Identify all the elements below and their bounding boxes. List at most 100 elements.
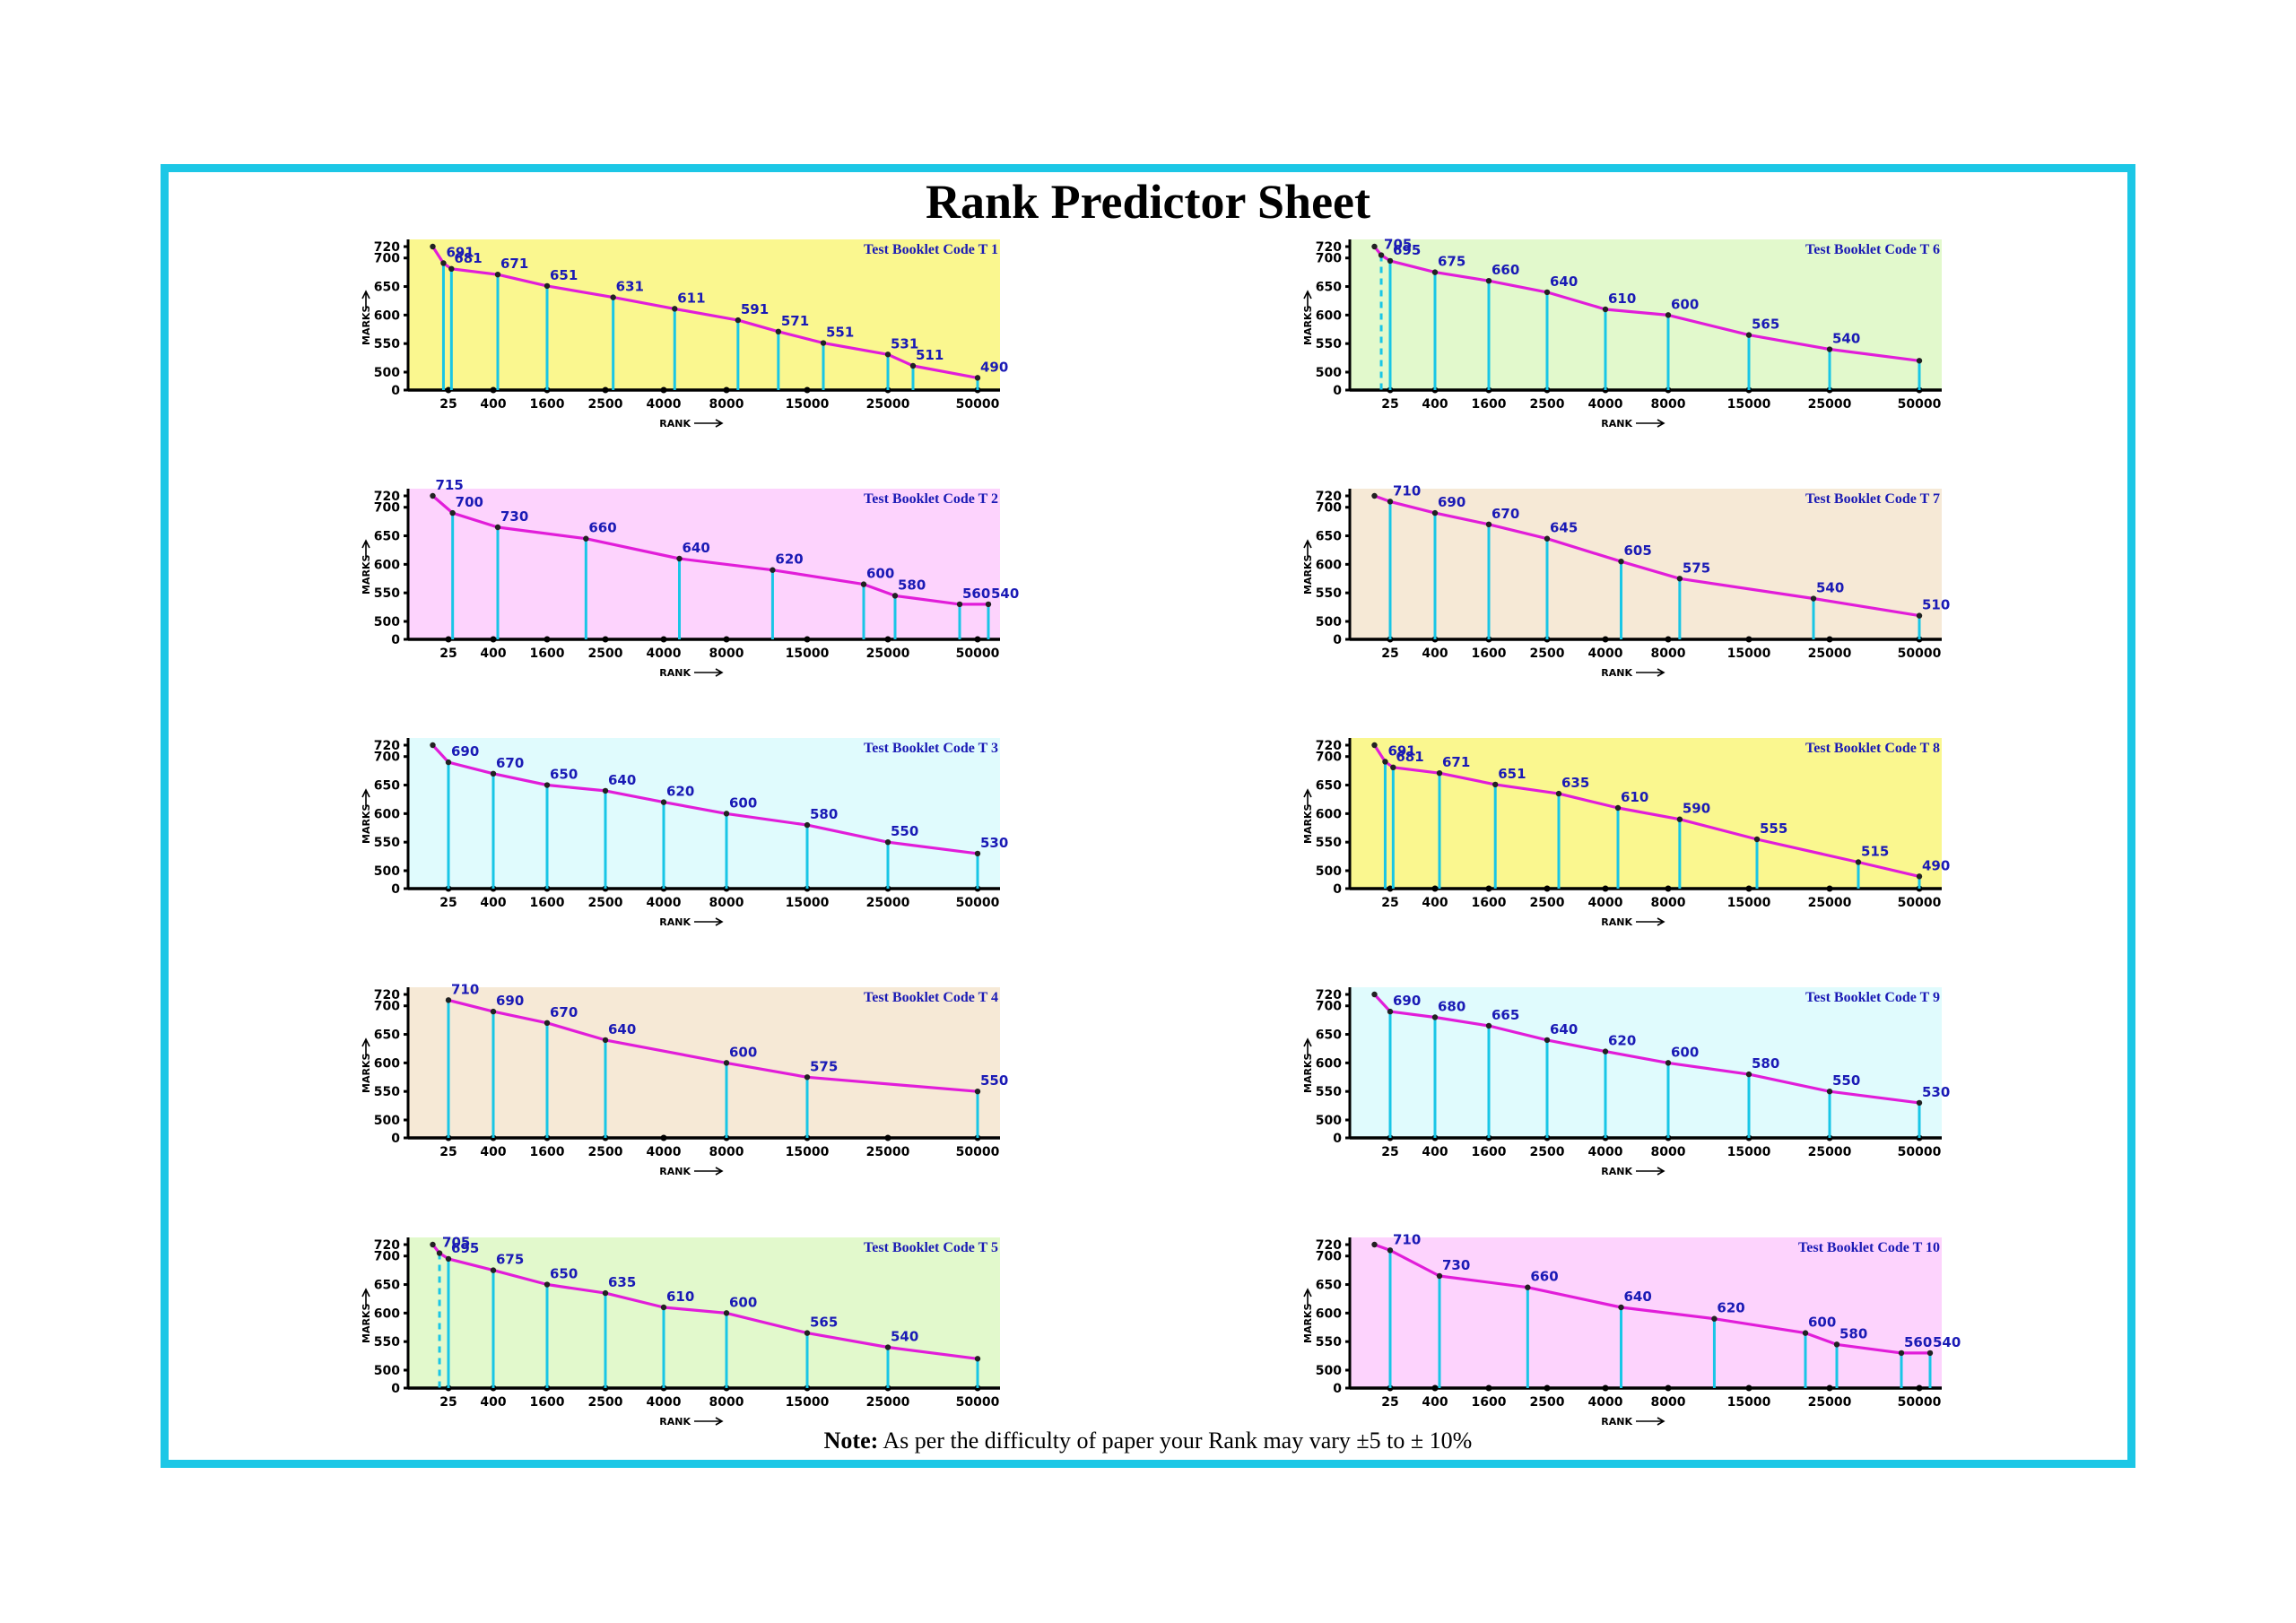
data-point — [974, 850, 981, 857]
data-label: 575 — [1683, 560, 1710, 576]
data-label: 670 — [1492, 506, 1519, 522]
data-point — [974, 375, 981, 381]
x-tick — [974, 636, 981, 643]
data-point — [1431, 269, 1439, 275]
data-label: 530 — [1922, 1084, 1950, 1100]
chart-title: Test Booklet Code T 5 — [864, 1240, 998, 1255]
plot-background — [1350, 489, 1942, 639]
y-tick-label: 0 — [1333, 882, 1342, 897]
x-tick — [1745, 885, 1752, 892]
x-tick-label: 4000 — [647, 1395, 682, 1410]
data-label: 600 — [729, 1044, 757, 1060]
data-label: 510 — [1922, 597, 1950, 613]
x-tick-label: 15000 — [1727, 647, 1771, 661]
y-tick-label: 720 — [374, 490, 400, 504]
data-label: 620 — [1608, 1033, 1636, 1049]
x-tick-label: 400 — [480, 1145, 506, 1159]
note-text: As per the difficulty of paper your Rank… — [883, 1428, 1473, 1454]
data-point — [430, 243, 436, 250]
data-point — [610, 294, 616, 300]
x-tick — [660, 636, 667, 643]
y-tick-label: 700 — [1316, 1000, 1342, 1014]
x-tick-label: 8000 — [1651, 397, 1686, 412]
y-tick-label: 700 — [374, 501, 400, 516]
data-label: 651 — [550, 267, 578, 283]
data-label: 665 — [1492, 1007, 1519, 1023]
x-axis-arrow — [1636, 1167, 1665, 1176]
x-tick — [723, 636, 730, 643]
data-point — [974, 1088, 981, 1095]
y-tick-label: 500 — [1316, 615, 1342, 629]
data-label: 540 — [1832, 331, 1860, 347]
data-label: 560 — [962, 586, 990, 602]
data-point — [660, 1304, 667, 1311]
data-label: 640 — [608, 772, 636, 788]
data-label: 600 — [866, 566, 894, 582]
x-tick — [1602, 1384, 1609, 1392]
x-axis-title: RANK — [1601, 1416, 1632, 1428]
y-tick-label: 650 — [374, 779, 400, 794]
x-tick-label: 15000 — [786, 1395, 830, 1410]
data-point — [1826, 1088, 1833, 1095]
x-tick-label: 15000 — [1727, 397, 1771, 412]
chart-title: Test Booklet Code T 1 — [864, 242, 998, 257]
x-tick-label: 15000 — [786, 397, 830, 412]
data-point — [1371, 492, 1378, 499]
x-tick-label: 8000 — [1651, 1145, 1686, 1159]
data-point — [1745, 1071, 1752, 1078]
x-tick — [1665, 636, 1672, 643]
x-tick — [884, 1134, 891, 1141]
x-tick-label: 15000 — [1727, 896, 1771, 910]
data-label: 490 — [1922, 857, 1950, 873]
data-point — [672, 306, 678, 312]
data-point — [1602, 1048, 1609, 1055]
data-label: 710 — [1393, 482, 1421, 499]
data-label: 695 — [1393, 242, 1421, 258]
y-tick-label: 720 — [1316, 240, 1342, 255]
data-label: 511 — [916, 347, 944, 363]
x-tick-label: 50000 — [1898, 1395, 1942, 1410]
y-axis-title: MARKS — [1302, 555, 1314, 595]
x-tick-label: 25000 — [1808, 1145, 1852, 1159]
x-tick-label: 25000 — [866, 1145, 910, 1159]
y-axis-title: MARKS — [1302, 1054, 1314, 1093]
x-tick — [1665, 1384, 1672, 1392]
data-label: 660 — [1530, 1269, 1558, 1285]
data-point — [544, 782, 551, 788]
x-tick-label: 400 — [1422, 647, 1448, 661]
y-axis-arrow — [1303, 788, 1312, 806]
data-label: 640 — [608, 1021, 636, 1037]
y-tick-label: 600 — [374, 1056, 400, 1071]
x-tick-label: 25 — [1381, 1145, 1398, 1159]
x-tick-label: 400 — [480, 397, 506, 412]
data-label: 620 — [775, 551, 803, 568]
data-point — [1833, 1341, 1840, 1348]
x-tick-label: 400 — [1422, 1145, 1448, 1159]
x-tick — [884, 636, 891, 643]
data-label: 690 — [1393, 993, 1421, 1009]
chart-title: Test Booklet Code T 6 — [1805, 242, 1940, 257]
data-label: 710 — [451, 981, 479, 997]
x-tick — [723, 386, 730, 394]
data-point — [1371, 991, 1378, 998]
y-tick-label: 0 — [1333, 633, 1342, 647]
data-label: 671 — [1442, 754, 1470, 770]
data-label: 515 — [1861, 843, 1889, 859]
data-point — [1898, 1350, 1905, 1357]
y-axis-arrow — [1303, 539, 1312, 557]
y-tick-label: 720 — [1316, 988, 1342, 1002]
data-point — [1802, 1330, 1809, 1336]
plot-background — [408, 489, 1000, 639]
data-label: 631 — [616, 279, 644, 295]
x-tick-label: 25 — [439, 896, 457, 910]
data-label: 580 — [810, 806, 838, 822]
data-point — [891, 593, 899, 599]
y-tick-label: 500 — [374, 615, 400, 629]
data-label: 635 — [608, 1274, 636, 1290]
data-point — [1926, 1350, 1934, 1357]
data-point — [490, 1008, 497, 1015]
x-tick-label: 1600 — [1472, 1145, 1507, 1159]
data-label: 620 — [666, 784, 694, 800]
data-point — [1371, 243, 1378, 250]
